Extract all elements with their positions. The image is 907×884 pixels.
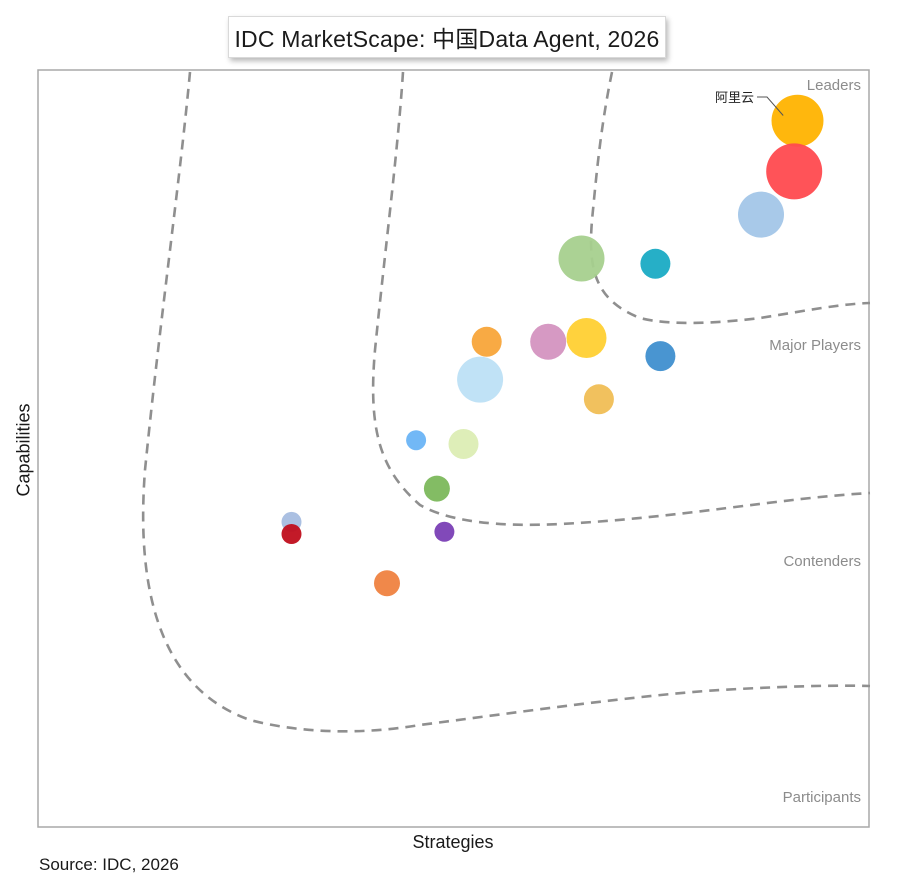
source-note: Source: IDC, 2026 (39, 855, 179, 874)
vendor-point-8[interactable] (566, 318, 607, 358)
vendor-point-14[interactable] (423, 475, 450, 502)
vendor-point-18[interactable] (374, 570, 400, 597)
vendor-point-17[interactable] (434, 521, 455, 542)
vendor-point-6[interactable] (471, 326, 502, 357)
vendor-point-16[interactable] (281, 524, 302, 544)
y-axis-label: Capabilities (13, 403, 34, 497)
chart-title: IDC MarketScape: 中国Data Agent, 2026 (228, 16, 666, 58)
annotations: 阿里云 (715, 91, 784, 116)
x-axis-label: Strategies (412, 832, 494, 852)
vendor-point-4[interactable] (558, 235, 605, 282)
annotation-leader-line (757, 96, 784, 116)
segment-boundaries (141, 71, 871, 733)
vendor-point-12[interactable] (406, 430, 427, 451)
annotation-label-1: 阿里云 (715, 91, 754, 106)
vendor-point-5[interactable] (640, 248, 671, 279)
segment-label-leaders: Leaders (807, 77, 861, 94)
vendor-point-3[interactable] (738, 191, 784, 238)
vendor-points (281, 94, 824, 597)
vendor-point-7[interactable] (530, 323, 567, 360)
vendor-point-9[interactable] (645, 341, 676, 372)
vendor-point-2[interactable] (766, 143, 823, 200)
vendor-point-13[interactable] (448, 429, 479, 459)
vendor-point-10[interactable] (457, 356, 504, 403)
segment-label-contenders: Contenders (783, 553, 861, 570)
segment-boundary-3 (589, 71, 871, 325)
segment-label-major-players: Major Players (769, 337, 861, 354)
segment-boundary-2 (371, 71, 871, 527)
segment-label-participants: Participants (783, 789, 861, 806)
segment-labels: Leaders Major Players Contenders Participan… (769, 77, 861, 806)
vendor-point-11[interactable] (583, 384, 614, 415)
vendor-point-1[interactable] (771, 94, 824, 147)
